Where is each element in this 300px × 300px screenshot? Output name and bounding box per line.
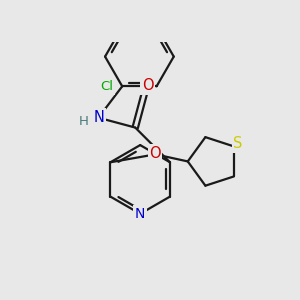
Text: O: O bbox=[149, 146, 161, 160]
Text: H: H bbox=[79, 115, 89, 128]
Text: S: S bbox=[233, 136, 242, 152]
Text: Cl: Cl bbox=[100, 80, 113, 93]
Text: N: N bbox=[135, 207, 146, 221]
Text: O: O bbox=[142, 78, 153, 93]
Text: N: N bbox=[93, 110, 104, 125]
